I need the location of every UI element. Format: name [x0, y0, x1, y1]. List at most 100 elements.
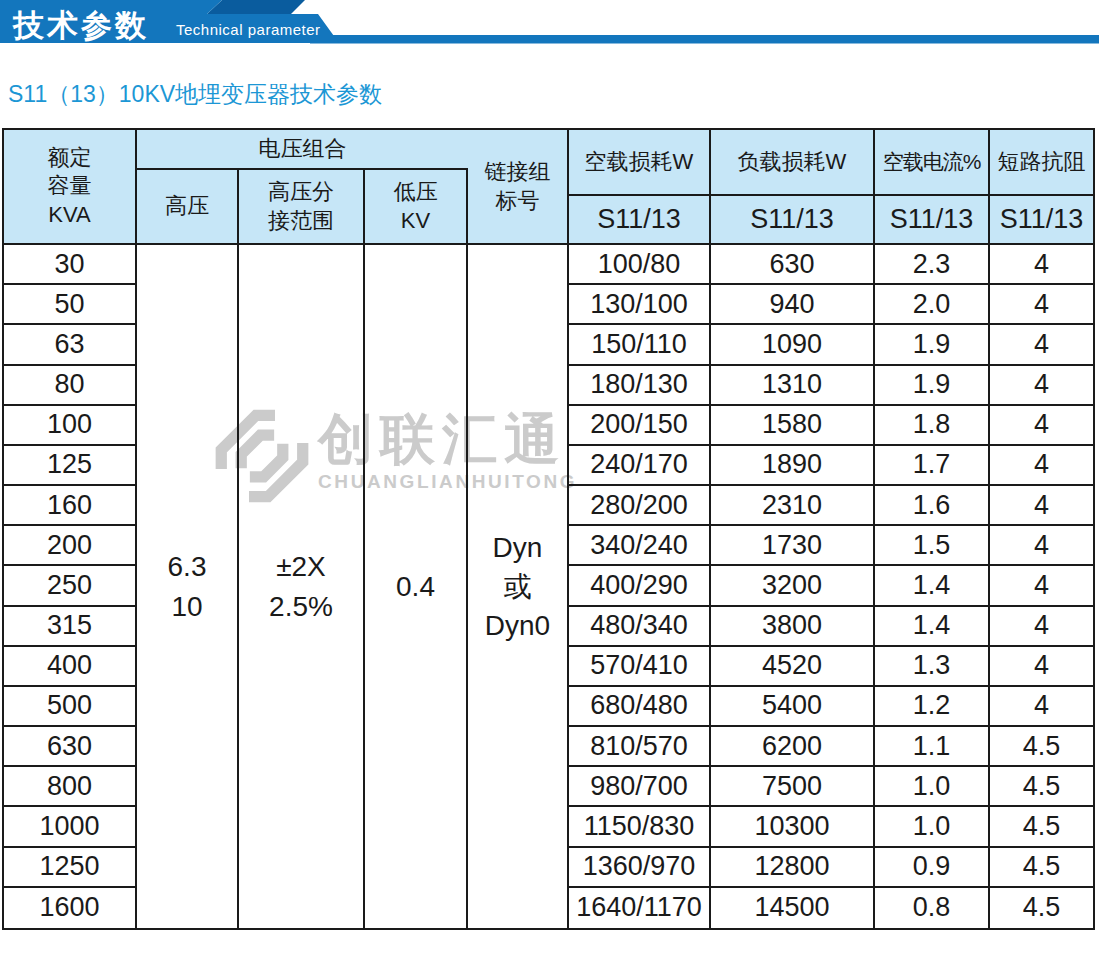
- table-cell: 1.9: [875, 325, 988, 365]
- table-cell: 1.3: [875, 647, 988, 687]
- table-cell: 240/170: [569, 446, 709, 486]
- table-cell: 4.5: [990, 807, 1093, 847]
- table-cell: 7500: [711, 767, 873, 807]
- header-noload-loss-s11: S11/13: [569, 196, 709, 245]
- table-cell: 630: [711, 245, 873, 285]
- header-impedance-s11: S11/13: [990, 196, 1093, 245]
- table-cell: 1580: [711, 406, 873, 446]
- table-cell: 480/340: [569, 607, 709, 647]
- table-cell: 1.8: [875, 406, 988, 446]
- table-cell: 4: [990, 526, 1093, 566]
- table-cell: 2310: [711, 486, 873, 526]
- table-cell: 4: [990, 366, 1093, 406]
- column-short-circuit-impedance: 短路抗阻 S11/13 4 4 4 4 4 4 4 4 4 4 4 4 4.5 …: [990, 130, 1093, 928]
- table-cell: 4: [990, 607, 1093, 647]
- table-cell: 130/100: [569, 285, 709, 325]
- table-cell: 340/240: [569, 526, 709, 566]
- table-cell: 1.0: [875, 767, 988, 807]
- table-cell: 315: [4, 607, 135, 647]
- banner-title: 技术参数: [13, 5, 149, 47]
- table-cell: 0.9: [875, 848, 988, 888]
- column-connection-symbol: 链接组 标号 Dyn 或 Dyn0: [468, 130, 569, 928]
- merged-cell-hv-tap-range: ±2X 2.5%: [239, 245, 363, 928]
- table-cell: 180/130: [569, 366, 709, 406]
- table-cell: 63: [4, 325, 135, 365]
- column-noload-loss: 空载损耗W S11/13 100/80 130/100 150/110 180/…: [569, 130, 711, 928]
- table-cell: 100: [4, 406, 135, 446]
- table-cell: 1.6: [875, 486, 988, 526]
- table-cell: 400/290: [569, 566, 709, 606]
- table-cell: 1.2: [875, 687, 988, 727]
- table-cell: 4520: [711, 647, 873, 687]
- page-title: S11（13）10KV地埋变压器技术参数: [8, 80, 1099, 108]
- table-cell: 6200: [711, 727, 873, 767]
- table-cell: 1360/970: [569, 848, 709, 888]
- table-cell: 2.3: [875, 245, 988, 285]
- table-cell: 5400: [711, 687, 873, 727]
- header-noload-current: 空载电流%: [875, 130, 988, 196]
- header-low-voltage: 低压 KV: [365, 170, 466, 245]
- table-cell: 200/150: [569, 406, 709, 446]
- table-cell: 2.0: [875, 285, 988, 325]
- section-banner: 技术参数 Technical parameter: [0, 0, 1099, 48]
- table-cell: 4: [990, 406, 1093, 446]
- table-cell: 980/700: [569, 767, 709, 807]
- table-cell: 680/480: [569, 687, 709, 727]
- table-cell: 4.5: [990, 727, 1093, 767]
- table-cell: 4: [990, 285, 1093, 325]
- table-cell: 810/570: [569, 727, 709, 767]
- header-rated-capacity: 额定 容量 KVA: [4, 130, 135, 245]
- header-impedance: 短路抗阻: [990, 130, 1093, 196]
- table-cell: 1730: [711, 526, 873, 566]
- table-cell: 1.9: [875, 366, 988, 406]
- table-cell: 500: [4, 687, 135, 727]
- table-cell: 100/80: [569, 245, 709, 285]
- table-cell: 4: [990, 566, 1093, 606]
- table-cell: 1090: [711, 325, 873, 365]
- column-load-loss: 负载损耗W S11/13 630 940 1090 1310 1580 1890…: [711, 130, 875, 928]
- table-cell: 570/410: [569, 647, 709, 687]
- table-cell: 1250: [4, 848, 135, 888]
- table-cell: 30: [4, 245, 135, 285]
- table-cell: 3200: [711, 566, 873, 606]
- table-cell: 4: [990, 325, 1093, 365]
- header-noload-current-s11: S11/13: [875, 196, 988, 245]
- header-high-voltage: 高压: [137, 170, 237, 245]
- merged-cell-connection-symbol: Dyn 或 Dyn0: [468, 245, 567, 928]
- merged-cell-low-voltage: 0.4: [365, 245, 466, 928]
- table-cell: 80: [4, 366, 135, 406]
- table-cell: 4.5: [990, 848, 1093, 888]
- column-noload-current: 空载电流% S11/13 2.3 2.0 1.9 1.9 1.8 1.7 1.6…: [875, 130, 990, 928]
- table-cell: 280/200: [569, 486, 709, 526]
- table-cell: 50: [4, 285, 135, 325]
- table-cell: 1310: [711, 366, 873, 406]
- header-connection-symbol: 链接组 标号: [468, 130, 567, 245]
- table-cell: 1600: [4, 888, 135, 928]
- header-load-loss: 负载损耗W: [711, 130, 873, 196]
- column-rated-capacity: 额定 容量 KVA 30 50 63 80 100 125 160 200 25…: [4, 130, 137, 928]
- table-cell: 4: [990, 446, 1093, 486]
- table-cell: 800: [4, 767, 135, 807]
- table-cell: 940: [711, 285, 873, 325]
- table-cell: 4.5: [990, 888, 1093, 928]
- table-cell: 4: [990, 245, 1093, 285]
- column-high-voltage: 高压 6.3 10: [137, 170, 239, 928]
- parameters-table: 创联汇通 CHUANGLIANHUITONG 额定 容量 KVA 30 50 6…: [2, 128, 1095, 930]
- column-group-voltage: 电压组合 高压 6.3 10 高压分 接范围 ±2X 2.5% 低压 KV 0.…: [137, 130, 468, 928]
- banner-shape-graphic: [0, 0, 1099, 48]
- table-cell: 4.5: [990, 767, 1093, 807]
- table-cell: 200: [4, 526, 135, 566]
- table-cell: 250: [4, 566, 135, 606]
- table-cell: 10300: [711, 807, 873, 847]
- table-cell: 3800: [711, 607, 873, 647]
- table-columns: 额定 容量 KVA 30 50 63 80 100 125 160 200 25…: [4, 130, 1093, 928]
- table-cell: 0.8: [875, 888, 988, 928]
- header-load-loss-s11: S11/13: [711, 196, 873, 245]
- header-voltage-group: 电压组合: [137, 130, 468, 170]
- table-cell: 160: [4, 486, 135, 526]
- table-cell: 1.1: [875, 727, 988, 767]
- table-cell: 4: [990, 486, 1093, 526]
- table-cell: 14500: [711, 888, 873, 928]
- table-cell: 4: [990, 687, 1093, 727]
- table-cell: 1640/1170: [569, 888, 709, 928]
